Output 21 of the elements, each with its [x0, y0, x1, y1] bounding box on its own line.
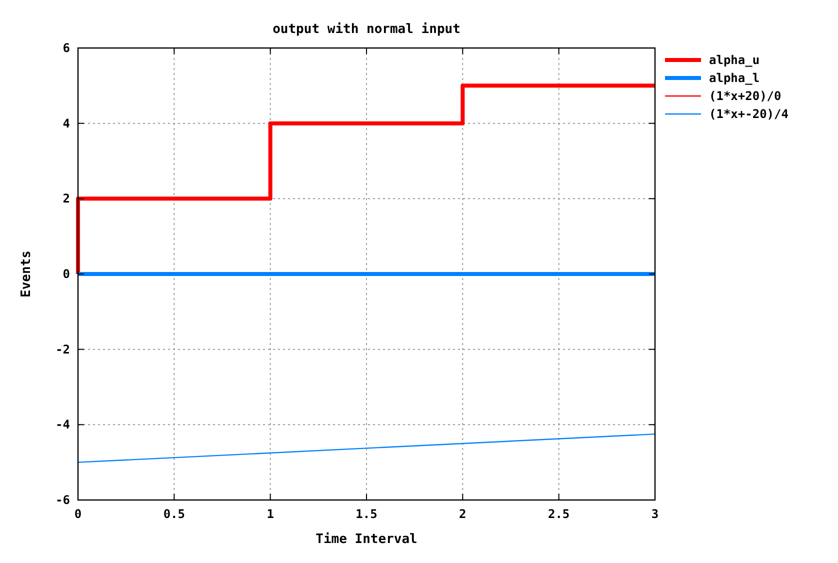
x-tick-label: 1	[266, 507, 274, 521]
x-tick-label: 0.5	[163, 507, 186, 521]
legend-label: (1*x+-20)/4	[709, 107, 788, 121]
y-axis-title: Events	[19, 250, 34, 298]
x-axis-title: Time Interval	[316, 532, 418, 547]
legend-label: alpha_l	[709, 71, 760, 85]
y-tick-label: 6	[62, 41, 70, 55]
x-tick-label: 3	[651, 507, 659, 521]
x-tick-label: 2	[459, 507, 466, 521]
y-tick-label: 2	[62, 192, 70, 206]
y-tick-label: -4	[56, 418, 70, 432]
y-tick-label: -2	[56, 342, 70, 356]
x-tick-label: 0	[74, 507, 82, 521]
chart-title: output with normal input	[272, 22, 460, 37]
y-tick-label: 0	[62, 267, 70, 281]
legend-label: (1*x+20)/0	[709, 89, 782, 103]
legend-label: alpha_u	[709, 53, 760, 67]
y-tick-label: -6	[56, 493, 70, 507]
x-tick-label: 1.5	[356, 507, 378, 521]
y-tick-label: 4	[62, 116, 70, 130]
x-tick-label: 2.5	[548, 507, 570, 521]
